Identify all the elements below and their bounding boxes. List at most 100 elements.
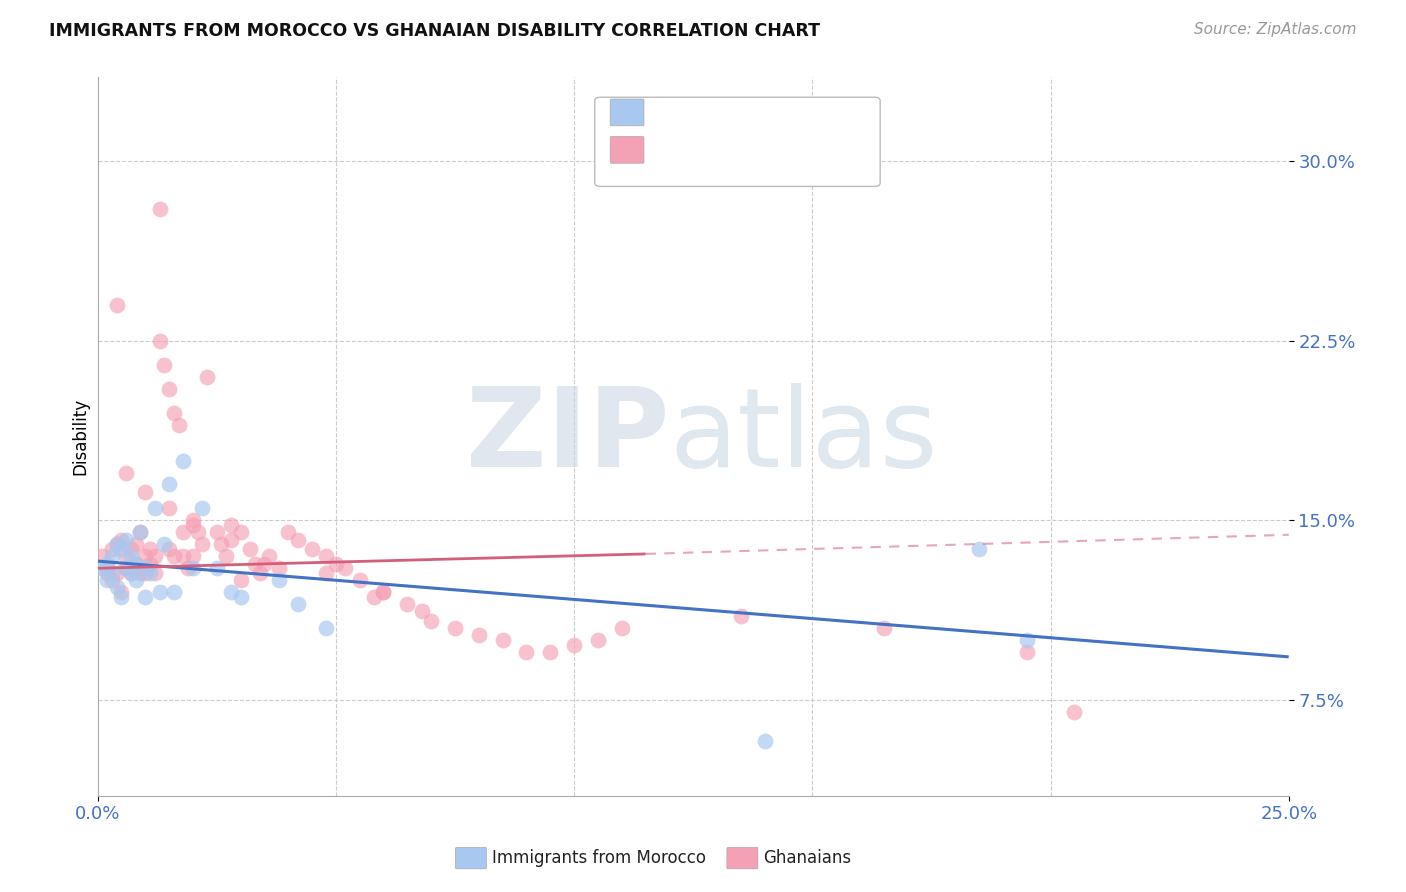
Point: [396, 597, 419, 611]
Text: ZIP: ZIP: [465, 383, 669, 490]
Point: [125, 574, 148, 588]
Point: [257, 549, 280, 564]
Point: [267, 561, 290, 575]
Point: [491, 633, 513, 648]
Point: [287, 533, 309, 547]
Point: [105, 566, 128, 580]
Point: [139, 557, 162, 571]
Point: [115, 561, 138, 575]
Point: [205, 561, 228, 575]
Point: [610, 621, 633, 635]
Point: [363, 590, 385, 604]
Point: [335, 561, 357, 575]
Point: [586, 633, 609, 648]
Point: [143, 549, 166, 564]
Point: [101, 574, 124, 588]
Point: [143, 501, 166, 516]
Point: [139, 542, 162, 557]
Point: [143, 566, 166, 580]
Point: [177, 561, 200, 575]
Point: [125, 557, 148, 571]
Point: [243, 557, 266, 571]
Point: [105, 537, 128, 551]
Point: [515, 645, 537, 659]
Text: 83: 83: [814, 150, 839, 168]
Point: [267, 574, 290, 588]
Point: [211, 537, 233, 551]
Point: [229, 525, 252, 540]
Point: [172, 525, 194, 540]
Point: [167, 417, 190, 432]
Point: [105, 537, 128, 551]
Text: IMMIGRANTS FROM MOROCCO VS GHANAIAN DISABILITY CORRELATION CHART: IMMIGRANTS FROM MOROCCO VS GHANAIAN DISA…: [49, 22, 820, 40]
Point: [115, 549, 138, 564]
Point: [349, 574, 371, 588]
Point: [195, 369, 218, 384]
Point: [110, 533, 132, 547]
Point: [411, 604, 433, 618]
Point: [148, 202, 170, 216]
Point: [172, 549, 194, 564]
Point: [181, 561, 204, 575]
Point: [172, 453, 194, 467]
Point: [148, 585, 170, 599]
Point: [134, 566, 156, 580]
Point: [239, 542, 262, 557]
Point: [754, 733, 776, 747]
Text: N =: N =: [769, 150, 821, 168]
Point: [125, 537, 148, 551]
Point: [96, 561, 118, 575]
Text: R =: R =: [654, 150, 693, 168]
Point: [163, 585, 186, 599]
Point: [315, 549, 337, 564]
Point: [191, 501, 214, 516]
Point: [105, 298, 128, 312]
Point: [101, 549, 124, 564]
Point: [157, 382, 180, 396]
Point: [325, 557, 347, 571]
Point: [110, 542, 132, 557]
Point: [205, 525, 228, 540]
Text: Immigrants from Morocco: Immigrants from Morocco: [492, 849, 706, 867]
Point: [115, 466, 138, 480]
Point: [315, 621, 337, 635]
Point: [373, 585, 395, 599]
Point: [468, 628, 491, 642]
Point: [157, 501, 180, 516]
Point: [181, 513, 204, 527]
Y-axis label: Disability: Disability: [72, 398, 89, 475]
Point: [730, 609, 752, 624]
Point: [96, 574, 118, 588]
Point: [1015, 633, 1038, 648]
Point: [229, 574, 252, 588]
Point: [157, 477, 180, 491]
Point: [873, 621, 896, 635]
Point: [163, 549, 186, 564]
Point: [110, 585, 132, 599]
Point: [120, 566, 142, 580]
Point: [101, 542, 124, 557]
Point: [562, 638, 585, 652]
Point: [315, 566, 337, 580]
Point: [134, 590, 156, 604]
Point: [115, 533, 138, 547]
Point: [181, 549, 204, 564]
Point: [191, 537, 214, 551]
Point: [229, 590, 252, 604]
Text: Source: ZipAtlas.com: Source: ZipAtlas.com: [1194, 22, 1357, 37]
Point: [153, 537, 176, 551]
Point: [115, 561, 138, 575]
Point: [219, 585, 242, 599]
Point: [1015, 645, 1038, 659]
Point: [120, 566, 142, 580]
Point: [148, 334, 170, 348]
Text: 36: 36: [814, 112, 839, 130]
Point: [181, 518, 204, 533]
Point: [219, 533, 242, 547]
Point: [91, 561, 114, 575]
Point: [153, 358, 176, 372]
Point: [444, 621, 467, 635]
Point: [215, 549, 238, 564]
Text: 0.057: 0.057: [699, 150, 762, 168]
Point: [187, 525, 209, 540]
